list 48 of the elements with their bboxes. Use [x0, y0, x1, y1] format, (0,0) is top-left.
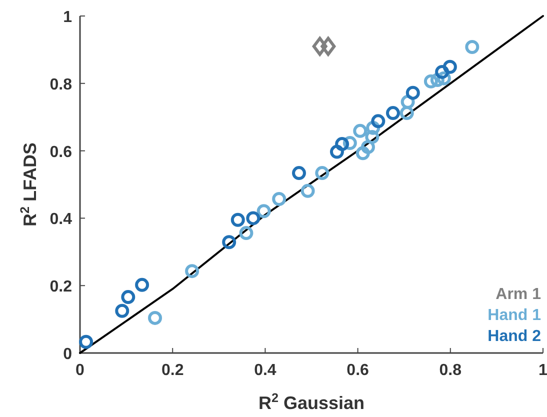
point: [360, 140, 375, 154]
point: [115, 304, 130, 318]
point: [230, 212, 245, 227]
point: [330, 144, 344, 159]
x-tick-label: 0.8: [439, 362, 462, 379]
y-tick-label: 0.2: [50, 278, 72, 296]
text: Hand 2: [488, 328, 542, 345]
point: [365, 130, 380, 144]
point: [256, 204, 271, 218]
point: [148, 310, 162, 325]
point: [353, 124, 368, 138]
point: [320, 36, 336, 56]
x-tick-label: 0: [76, 362, 85, 379]
y-tick-label: 0.6: [50, 144, 72, 161]
point: [465, 40, 480, 54]
x-tick-label: 0.4: [254, 362, 276, 379]
text: Hand 1: [488, 307, 542, 324]
point: [312, 36, 328, 56]
point: [335, 137, 350, 152]
point: [272, 192, 286, 206]
point: [315, 166, 330, 180]
x-axis-title: R$^{2}$ Gaussian: [258, 391, 365, 413]
point: [292, 166, 306, 180]
point: [356, 146, 370, 160]
point: [424, 74, 438, 88]
point: [246, 211, 260, 226]
point: [185, 264, 200, 278]
point: [371, 114, 386, 128]
text: Arm 1: [496, 286, 542, 303]
point: [435, 64, 450, 79]
point: [79, 334, 94, 349]
y-tick-label: 0.4: [50, 211, 72, 228]
y-tick-label: 0: [63, 346, 72, 363]
point: [222, 235, 236, 250]
x-tick-label: 0.2: [161, 362, 184, 379]
y-tick-label: 0.8: [50, 76, 72, 94]
point: [406, 86, 420, 100]
point: [386, 106, 400, 120]
point: [121, 290, 136, 304]
point: [400, 106, 414, 120]
point: [135, 278, 150, 292]
x-tick-label: 1: [538, 362, 547, 379]
point: [442, 60, 457, 74]
y-tick-label: 1: [63, 9, 72, 26]
point: [239, 226, 254, 240]
x-tick-label: 0.6: [346, 362, 370, 379]
line-series: [79, 15, 544, 354]
point: [300, 184, 315, 198]
